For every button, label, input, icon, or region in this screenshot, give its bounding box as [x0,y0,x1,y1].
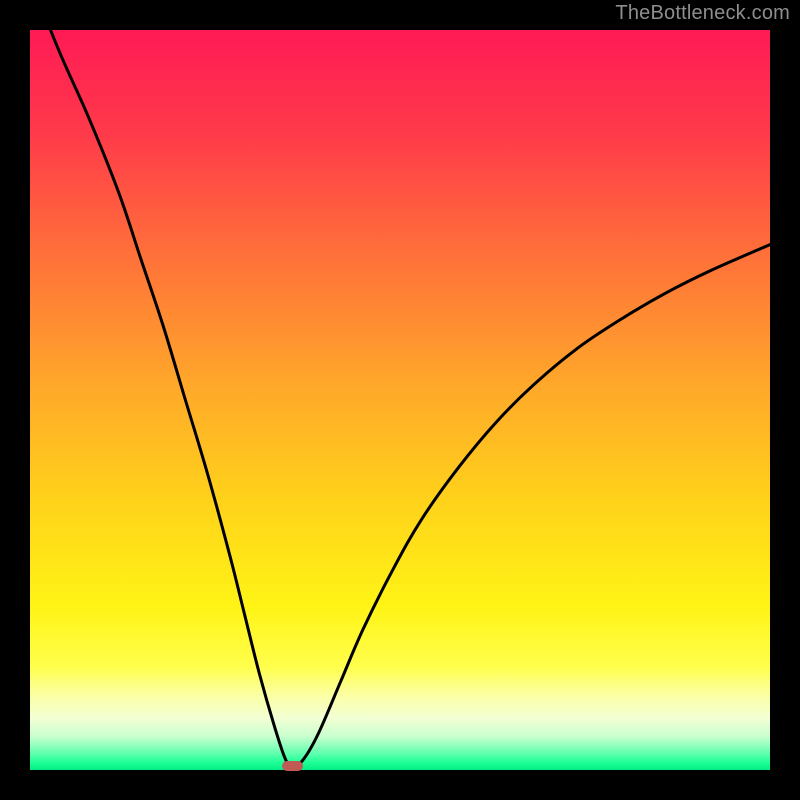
chart-container: TheBottleneck.com [0,0,800,800]
plot-background-gradient [30,30,770,770]
watermark-text: TheBottleneck.com [615,2,790,25]
minimum-marker [282,761,303,771]
